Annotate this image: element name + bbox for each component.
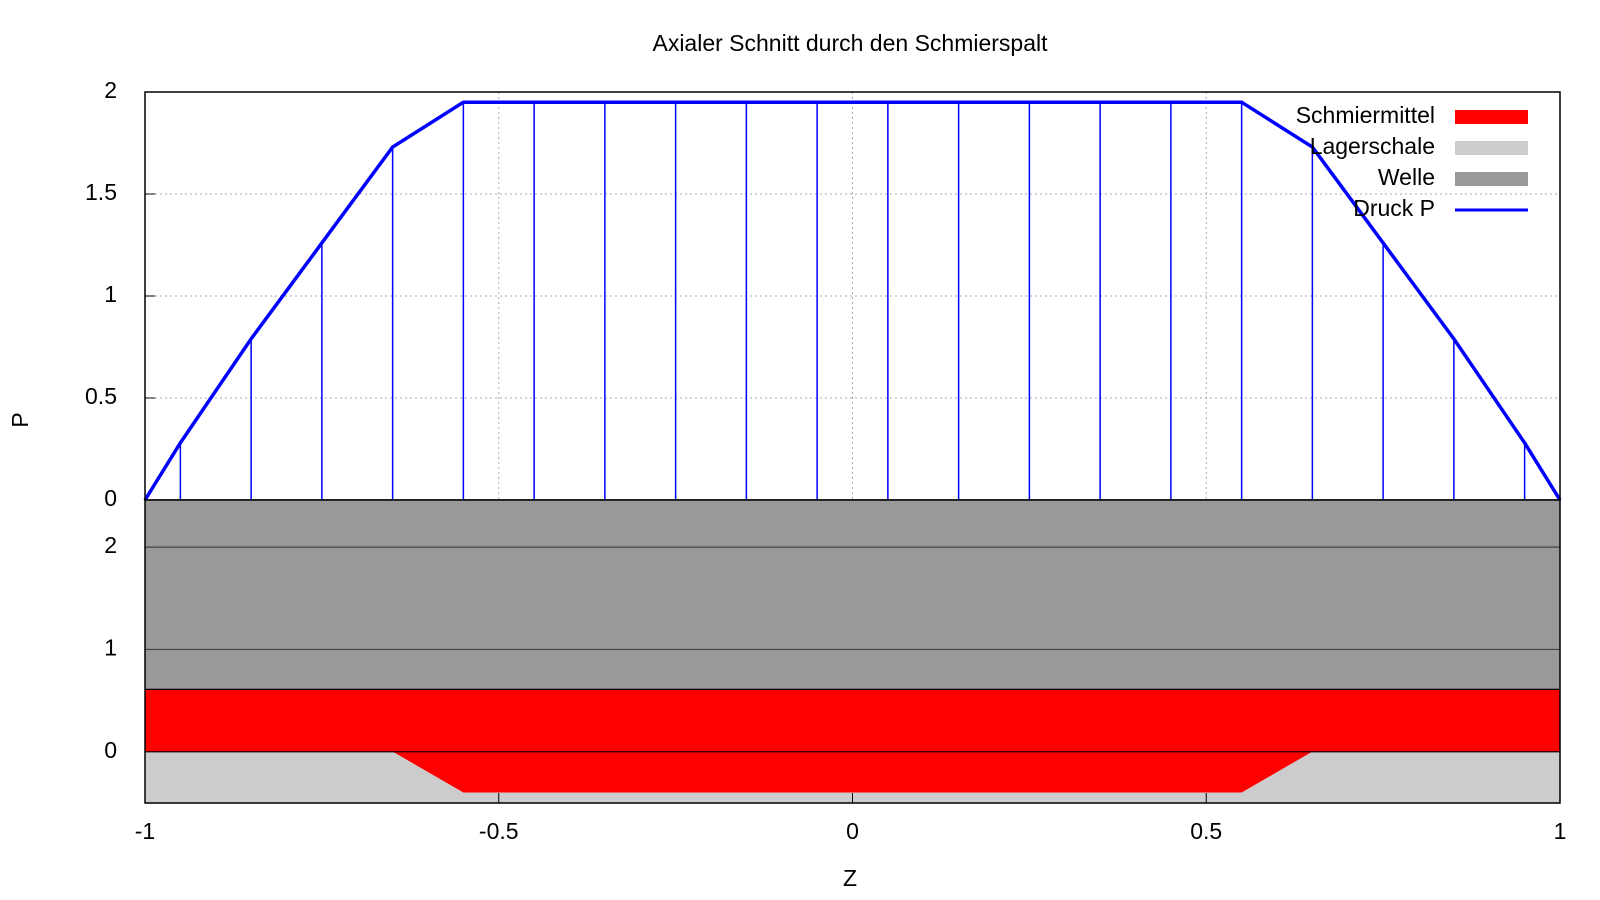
x-tick-label: 0.5	[1190, 818, 1222, 844]
y-axis-label: P	[7, 412, 33, 427]
pressure-line	[143, 100, 1562, 501]
area	[144, 499, 1561, 690]
y-tick-label: 1	[104, 635, 117, 661]
y-tick-label: 1.5	[85, 179, 117, 205]
y-tick-label: 0	[104, 737, 117, 763]
y-tick-label: 0	[104, 485, 117, 511]
x-axis-label: Z	[843, 865, 857, 891]
legend-label: Welle	[1378, 164, 1435, 190]
x-tick-label: 0	[846, 818, 859, 844]
y-tick-label: 1	[104, 281, 117, 307]
y-tick-label: 2	[104, 77, 117, 103]
legend-label: Schmiermittel	[1296, 102, 1435, 128]
x-tick-label: 1	[1554, 818, 1567, 844]
x-tick-label: -0.5	[479, 818, 519, 844]
legend-swatch	[1455, 110, 1528, 124]
legend-label: Druck P	[1353, 195, 1435, 221]
legend-label: Lagerschale	[1310, 133, 1435, 159]
plot-frame	[144, 499, 1561, 804]
y-tick-label: 0.5	[85, 383, 117, 409]
y-tick-label: 2	[104, 532, 117, 558]
legend-swatch	[1455, 141, 1528, 155]
chart-title: Axialer Schnitt durch den Schmierspalt	[652, 30, 1048, 56]
x-tick-label: -1	[135, 818, 155, 844]
legend-swatch	[1455, 172, 1528, 186]
